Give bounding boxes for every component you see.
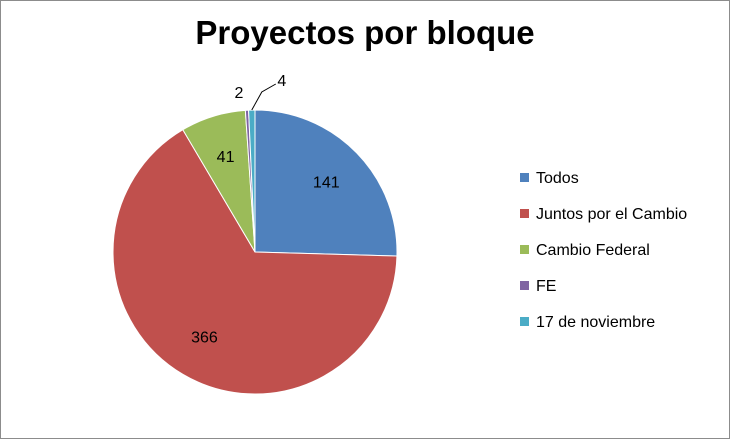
data-label-5: 4: [277, 73, 286, 90]
legend-label-2: Juntos por el Cambio: [536, 206, 687, 223]
legend: Todos Juntos por el Cambio Cambio Federal F…: [520, 170, 687, 331]
pie-slice-2: [112, 129, 398, 395]
legend-swatch-3: [520, 245, 529, 254]
legend-label-4: FE: [536, 278, 556, 295]
legend-swatch-1: [520, 173, 529, 182]
chart-title: Proyectos por bloque: [195, 14, 535, 51]
pie-slices: [112, 109, 398, 395]
legend-label-1: Todos: [536, 170, 579, 187]
pie-data-labels: 141 366 41 2 4: [191, 73, 340, 347]
legend-label-5: 17 de noviembre: [536, 314, 655, 331]
data-label-3: 41: [217, 149, 235, 166]
data-label-2: 366: [191, 330, 218, 347]
leader-line-5: [251, 83, 277, 111]
data-label-1: 141: [313, 175, 340, 192]
legend-label-3: Cambio Federal: [536, 242, 650, 259]
legend-swatch-2: [520, 209, 529, 218]
pie-slice-1: [254, 109, 398, 257]
data-label-4: 2: [234, 85, 243, 102]
legend-swatch-4: [520, 281, 529, 290]
legend-swatch-5: [520, 317, 529, 326]
pie-slice-5: [248, 109, 256, 253]
